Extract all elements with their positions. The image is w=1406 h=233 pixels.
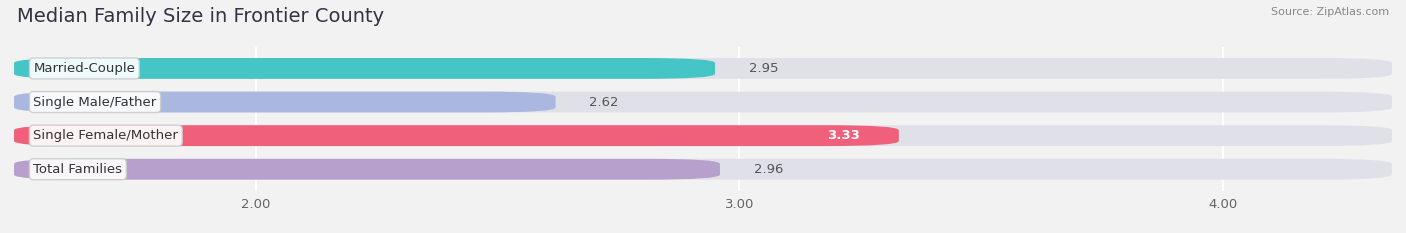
FancyBboxPatch shape (14, 92, 555, 113)
FancyBboxPatch shape (14, 58, 716, 79)
FancyBboxPatch shape (14, 58, 1392, 79)
Text: Total Families: Total Families (34, 163, 122, 176)
Text: 3.33: 3.33 (827, 129, 860, 142)
Text: 2.95: 2.95 (749, 62, 779, 75)
FancyBboxPatch shape (14, 125, 898, 146)
Text: Source: ZipAtlas.com: Source: ZipAtlas.com (1271, 7, 1389, 17)
Text: Single Female/Mother: Single Female/Mother (34, 129, 179, 142)
Text: 2.62: 2.62 (589, 96, 619, 109)
Text: 2.96: 2.96 (754, 163, 783, 176)
Text: Single Male/Father: Single Male/Father (34, 96, 156, 109)
Text: Married-Couple: Married-Couple (34, 62, 135, 75)
Text: Median Family Size in Frontier County: Median Family Size in Frontier County (17, 7, 384, 26)
FancyBboxPatch shape (14, 159, 720, 180)
FancyBboxPatch shape (14, 92, 1392, 113)
FancyBboxPatch shape (14, 125, 1392, 146)
FancyBboxPatch shape (14, 159, 1392, 180)
